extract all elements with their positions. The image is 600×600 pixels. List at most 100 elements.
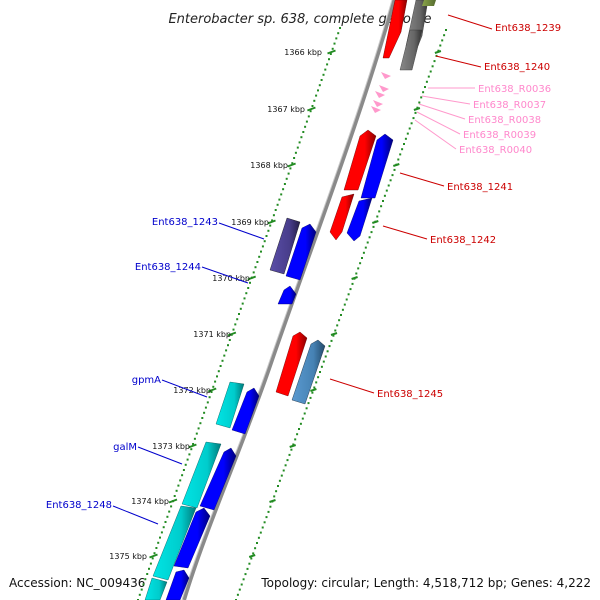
tick-label: 1375 kbp xyxy=(109,552,147,561)
gene-ent638-1243[interactable] xyxy=(269,217,301,275)
label-gpma[interactable]: gpmA xyxy=(132,375,161,386)
label-ent638-1239[interactable]: Ent638_1239 xyxy=(495,23,561,34)
major-tick xyxy=(227,331,237,337)
tick-dot xyxy=(276,203,279,206)
track-dot xyxy=(416,106,419,109)
tick-dot xyxy=(245,292,248,295)
gene-ent638-1244[interactable] xyxy=(277,285,297,305)
label-ent638-r0036[interactable]: Ent638_R0036 xyxy=(478,84,551,95)
tick-dot xyxy=(289,167,292,170)
gene-ent638-1248-blue[interactable] xyxy=(173,507,211,569)
rna-ent638-r0040[interactable] xyxy=(371,106,381,113)
gene-galm[interactable] xyxy=(181,441,222,509)
gene-gpma-blue[interactable] xyxy=(231,387,260,435)
track-dot xyxy=(370,231,373,234)
major-tick xyxy=(149,553,158,559)
gene-ent638-1242-red[interactable] xyxy=(329,193,355,241)
label-ent638-r0039[interactable]: Ent638_R0039 xyxy=(463,130,536,141)
tick-dot xyxy=(238,313,240,315)
gene-ent638-1242-blue[interactable] xyxy=(346,197,373,242)
tick-dot xyxy=(140,588,143,591)
label-ent638-1241[interactable]: Ent638_1241 xyxy=(447,182,513,193)
tick-dot xyxy=(190,448,193,451)
track-dot xyxy=(424,86,426,88)
track-dot xyxy=(299,422,302,425)
track-dot xyxy=(366,241,369,244)
tick-dot xyxy=(173,495,176,497)
gene-ent638-1249-cyan[interactable] xyxy=(144,577,168,600)
track-dot xyxy=(328,345,331,348)
label-ent638-r0038[interactable]: Ent638_R0038 xyxy=(468,115,541,126)
track-dot xyxy=(389,179,392,182)
gene-ent638-1241-red[interactable] xyxy=(343,129,377,191)
tick-dot xyxy=(294,151,297,154)
label-ent638-r0037[interactable]: Ent638_R0037 xyxy=(473,100,546,111)
tick-dot xyxy=(322,73,325,76)
tick-dot xyxy=(138,593,141,596)
label-ent638-1242[interactable]: Ent638_1242 xyxy=(430,235,496,246)
label-ent638-1244[interactable]: Ent638_1244 xyxy=(135,262,201,273)
tick-dot xyxy=(217,370,220,373)
label-ent638-r0040[interactable]: Ent638_R0040 xyxy=(459,145,532,156)
track-dot xyxy=(445,29,447,31)
tick-dot xyxy=(300,136,303,139)
track-dot xyxy=(404,137,407,140)
track-dot xyxy=(364,246,367,249)
gene-galm-blue[interactable] xyxy=(199,447,237,511)
label-galm[interactable]: galM xyxy=(113,442,137,453)
tick-dot xyxy=(184,463,187,466)
track-dot xyxy=(322,360,325,363)
track-dot xyxy=(425,80,428,83)
tick-dot xyxy=(179,479,182,482)
gene-ent638-1243-blue[interactable] xyxy=(285,223,317,281)
gene-ent638-1245-steel[interactable] xyxy=(291,339,326,405)
track-dot xyxy=(313,386,316,389)
major-tick xyxy=(327,49,336,55)
tick-dot xyxy=(188,453,191,456)
tick-dot xyxy=(153,552,156,555)
tick-dot xyxy=(296,146,299,149)
outer-major-tick xyxy=(330,332,338,336)
genome-backbone-highlight xyxy=(181,0,393,600)
track-dot xyxy=(361,257,363,259)
tick-dot xyxy=(274,209,277,211)
gene-ent638-1249-blue[interactable] xyxy=(165,569,190,600)
tick-dot xyxy=(228,339,231,341)
right-feature-labels: Ent638_1239 Ent638_1240 Ent638_R0036 Ent… xyxy=(329,14,561,400)
gene-ent638-1239-olive[interactable] xyxy=(422,0,436,6)
rna-ent638-r0038[interactable] xyxy=(375,91,385,98)
track-dot xyxy=(282,469,285,472)
tick-dot xyxy=(317,89,319,92)
label-ent638-1248[interactable]: Ent638_1248 xyxy=(46,500,112,511)
track-dot xyxy=(391,174,394,177)
track-dot xyxy=(315,381,318,384)
rna-ent638-r0037[interactable] xyxy=(379,85,389,92)
tick-dot xyxy=(256,261,259,263)
rna-ent638-r0039[interactable] xyxy=(373,100,383,107)
tick-dot xyxy=(206,401,209,404)
gene-ent638-1240[interactable] xyxy=(399,29,423,71)
track-dot xyxy=(259,531,262,534)
track-dot xyxy=(311,391,314,394)
tick-dot xyxy=(203,411,206,414)
gene-ent638-1245-red[interactable] xyxy=(275,331,308,397)
major-tick xyxy=(168,498,178,504)
tick-dot xyxy=(261,245,264,248)
tick-dot xyxy=(329,53,332,55)
label-ent638-1245[interactable]: Ent638_1245 xyxy=(377,389,443,400)
track-dot xyxy=(368,236,371,239)
tick-dot xyxy=(309,110,312,113)
gene-ent638-1239[interactable] xyxy=(382,0,408,59)
gene-ent638-1248[interactable] xyxy=(152,505,197,581)
track-dot xyxy=(443,34,446,37)
outer-major-tick xyxy=(269,499,276,503)
track-dot xyxy=(286,459,289,462)
rna-ent638-r0036[interactable] xyxy=(381,72,391,79)
tick-label: 1372 kbp xyxy=(173,386,211,395)
gene-ent638-1241-blue[interactable] xyxy=(360,133,394,199)
track-dot xyxy=(433,60,436,63)
gene-gpma[interactable] xyxy=(215,381,245,429)
label-ent638-1243[interactable]: Ent638_1243 xyxy=(152,217,218,228)
tick-dot xyxy=(159,536,161,539)
label-ent638-1240[interactable]: Ent638_1240 xyxy=(484,62,550,73)
